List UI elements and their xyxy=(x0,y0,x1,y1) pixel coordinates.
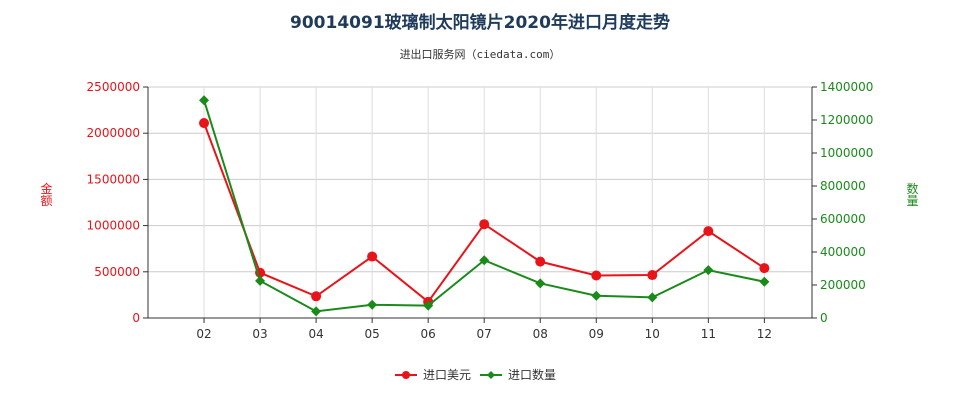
y-right-tick-label: 600000 xyxy=(820,212,866,226)
y-right-tick-label: 800000 xyxy=(820,179,866,193)
series-point-2 xyxy=(647,292,658,303)
x-tick-label: 03 xyxy=(252,327,267,341)
legend-label-2: 进口数量 xyxy=(508,367,556,382)
x-tick-label: 02 xyxy=(196,327,211,341)
y-left-tick-label: 1500000 xyxy=(87,172,140,186)
chart-title: 90014091玻璃制太阳镜片2020年进口月度走势 xyxy=(290,13,670,33)
y-left-tick-label: 500000 xyxy=(94,265,140,279)
x-tick-label: 09 xyxy=(589,327,604,341)
y-right-tick-label: 200000 xyxy=(820,278,866,292)
series-point-2 xyxy=(423,300,434,311)
series-point-1 xyxy=(367,251,378,262)
series-point-1 xyxy=(703,226,714,237)
chart-subtitle: 进出口服务网（ciedata.com） xyxy=(399,48,561,61)
x-tick-label: 12 xyxy=(757,327,772,341)
y-right-tick-label: 1000000 xyxy=(820,146,873,160)
y-right-axis-title: 数量 xyxy=(905,181,919,206)
y-right-tick-label: 1200000 xyxy=(820,113,873,127)
series-point-2 xyxy=(703,265,714,276)
y-left-tick-label: 2500000 xyxy=(87,80,140,94)
series-point-2 xyxy=(199,95,210,106)
series-point-1 xyxy=(535,256,546,267)
series-point-2 xyxy=(311,306,322,317)
y-left-axis-title: 金额 xyxy=(39,181,53,207)
series-point-1 xyxy=(199,118,210,129)
y-right-tick-label: 1400000 xyxy=(820,80,873,94)
series-point-2 xyxy=(479,255,490,266)
x-tick-label: 06 xyxy=(421,327,436,341)
x-tick-label: 08 xyxy=(533,327,548,341)
x-tick-label: 05 xyxy=(364,327,379,341)
x-tick-label: 07 xyxy=(477,327,492,341)
y-right-tick-label: 400000 xyxy=(820,245,866,259)
x-tick-label: 11 xyxy=(701,327,716,341)
series-point-2 xyxy=(591,290,602,301)
series-point-2 xyxy=(759,276,770,287)
series-point-1 xyxy=(479,219,490,230)
series-point-1 xyxy=(591,270,602,281)
y-left-tick-label: 2000000 xyxy=(87,126,140,140)
legend-marker-2 xyxy=(487,371,495,379)
series-point-1 xyxy=(647,270,658,281)
x-tick-label: 10 xyxy=(645,327,660,341)
y-right-tick-label: 0 xyxy=(820,311,828,325)
series-point-2 xyxy=(255,275,266,286)
x-tick-label: 04 xyxy=(308,327,323,341)
series-point-2 xyxy=(367,299,378,310)
series-point-2 xyxy=(535,278,546,289)
legend-label-1: 进口美元 xyxy=(423,368,471,382)
y-left-tick-label: 1000000 xyxy=(87,219,140,233)
series-point-1 xyxy=(311,291,322,302)
y-left-tick-label: 0 xyxy=(132,311,140,325)
legend-marker-1 xyxy=(402,371,410,379)
series-point-1 xyxy=(759,263,770,274)
